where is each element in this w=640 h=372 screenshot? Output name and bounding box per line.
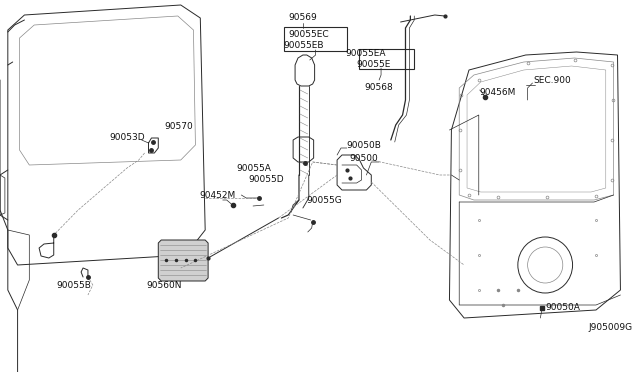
Text: 90055E: 90055E bbox=[356, 60, 391, 68]
Text: 90055EA: 90055EA bbox=[345, 48, 386, 58]
Text: 90055EC: 90055EC bbox=[289, 29, 329, 38]
Text: 90568: 90568 bbox=[364, 83, 393, 92]
Text: J905009G: J905009G bbox=[588, 324, 632, 333]
Text: 90050B: 90050B bbox=[347, 141, 381, 150]
Text: 90456M: 90456M bbox=[480, 87, 516, 96]
Text: 90055G: 90055G bbox=[307, 196, 342, 205]
Text: 90560N: 90560N bbox=[147, 280, 182, 289]
Text: 90055B: 90055B bbox=[57, 280, 92, 289]
Text: 90452M: 90452M bbox=[199, 190, 236, 199]
Text: 90050A: 90050A bbox=[545, 302, 580, 311]
Text: 90500: 90500 bbox=[350, 154, 378, 163]
Text: 90055A: 90055A bbox=[236, 164, 271, 173]
Text: 90055EB: 90055EB bbox=[284, 41, 324, 49]
Text: 90055D: 90055D bbox=[248, 174, 284, 183]
Polygon shape bbox=[158, 240, 208, 281]
Text: 90053D: 90053D bbox=[109, 132, 145, 141]
Text: 90569: 90569 bbox=[289, 13, 317, 22]
Text: SEC.900: SEC.900 bbox=[534, 76, 572, 84]
Text: 90570: 90570 bbox=[164, 122, 193, 131]
